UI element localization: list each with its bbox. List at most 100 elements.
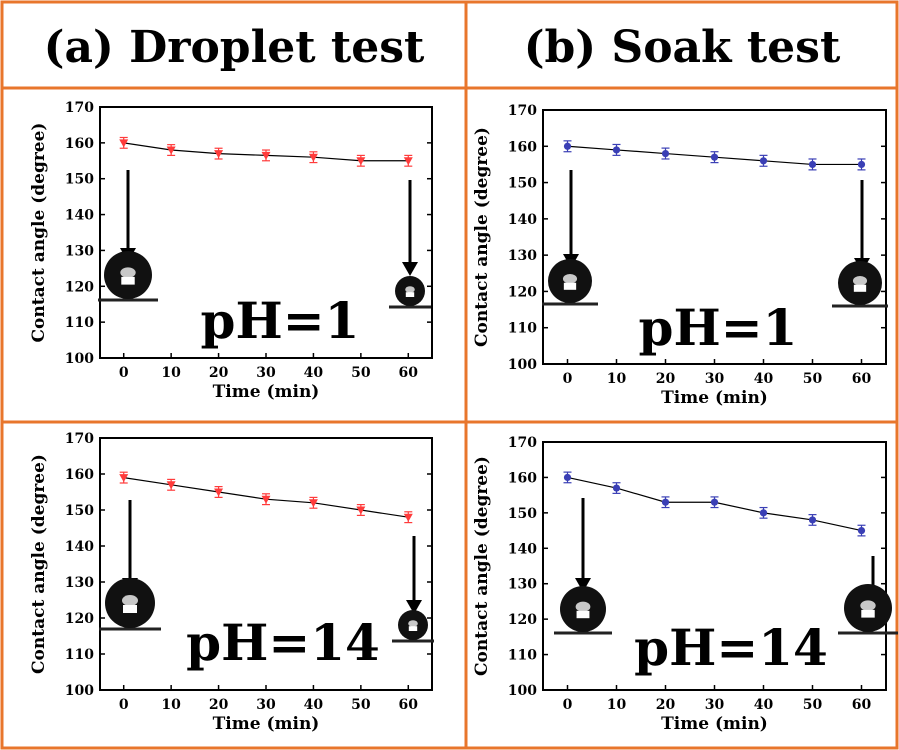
droplet-highlight: [408, 620, 418, 627]
y-tick-label: 150: [508, 176, 537, 192]
y-tick-label: 120: [508, 612, 537, 628]
droplet-reflection: [408, 626, 418, 631]
y-tick-label: 150: [65, 503, 94, 519]
y-tick-label: 160: [65, 467, 94, 483]
y-tick-label: 170: [508, 435, 537, 451]
y-tick-label: 170: [508, 103, 537, 119]
data-point: [119, 139, 129, 148]
data-point: [612, 146, 621, 154]
y-tick-label: 100: [508, 357, 537, 373]
y-tick-label: 140: [508, 212, 537, 228]
data-point: [119, 474, 129, 483]
x-tick-label: 10: [607, 697, 627, 713]
x-tick-label: 0: [563, 371, 573, 387]
y-tick-label: 110: [65, 647, 94, 663]
x-tick-label: 30: [256, 365, 276, 381]
ph-annotation: pH=14: [186, 613, 380, 672]
y-tick-label: 170: [65, 100, 94, 116]
y-tick-label: 140: [65, 208, 94, 224]
data-point: [612, 484, 621, 492]
x-tick-label: 60: [399, 365, 419, 381]
y-axis-label: Contact angle (degree): [472, 127, 492, 347]
data-point: [261, 495, 271, 504]
data-point: [214, 488, 224, 497]
x-tick-label: 10: [607, 371, 627, 387]
x-tick-label: 0: [119, 697, 129, 713]
down-arrow-icon: [402, 262, 418, 276]
y-tick-label: 100: [508, 683, 537, 699]
y-tick-label: 170: [65, 431, 94, 447]
droplet-highlight: [562, 273, 578, 284]
data-point: [166, 146, 176, 155]
x-tick-label: 0: [119, 365, 129, 381]
y-tick-label: 160: [508, 470, 537, 486]
x-tick-label: 20: [209, 365, 229, 381]
chart-soak-ph1: 100 110 120 130 140 150 160 170 0 10 20 30 40 50 60 Tim…: [472, 103, 888, 408]
down-arrow-icon: [406, 600, 422, 614]
x-tick-label: 20: [209, 697, 229, 713]
y-tick-label: 140: [65, 539, 94, 555]
y-tick-label: 130: [65, 575, 94, 591]
data-point: [356, 157, 366, 166]
x-tick-label: 30: [256, 697, 276, 713]
droplet-reflection: [123, 605, 137, 613]
droplet-reflection: [121, 276, 135, 285]
data-point: [261, 151, 271, 160]
y-tick-label: 130: [508, 248, 537, 264]
data-point: [710, 153, 719, 161]
x-axis-label: Time (min): [661, 714, 768, 734]
x-tick-label: 10: [161, 697, 181, 713]
y-axis-label: Contact angle (degree): [472, 456, 492, 676]
data-point: [166, 481, 176, 490]
y-tick-label: 120: [65, 611, 94, 627]
chart-droplet-ph14: 100 110 120 130 140 150 160 170 0 10 20 30 40 50 60 Tim…: [29, 431, 434, 734]
data-point: [214, 150, 224, 159]
data-point: [661, 498, 670, 506]
droplet-highlight: [122, 595, 138, 606]
x-axis-label: Time (min): [213, 382, 320, 402]
y-tick-label: 130: [508, 577, 537, 593]
x-tick-label: 20: [656, 697, 676, 713]
ph-annotation: pH=1: [201, 291, 360, 350]
ph-annotation: pH=1: [639, 298, 798, 357]
data-point: [356, 506, 366, 515]
x-tick-label: 50: [351, 365, 371, 381]
chart-droplet-ph1: 100 110 120 130 140 150 160 170 0 10 20 30 40 50 60 Tim…: [29, 100, 433, 402]
x-tick-label: 20: [656, 371, 676, 387]
y-tick-label: 110: [65, 315, 94, 331]
x-tick-label: 0: [563, 697, 573, 713]
x-tick-label: 50: [351, 697, 371, 713]
y-tick-label: 120: [65, 279, 94, 295]
x-tick-label: 40: [304, 697, 324, 713]
data-point: [403, 157, 413, 166]
data-point: [563, 142, 572, 150]
droplet-highlight: [852, 275, 868, 286]
data-point: [759, 509, 768, 517]
data-point: [308, 499, 318, 508]
droplet-highlight: [575, 601, 591, 612]
header-soak-test: (b) Soak test: [524, 22, 841, 73]
y-tick-label: 150: [508, 506, 537, 522]
y-tick-label: 120: [508, 284, 537, 300]
y-axis-label: Contact angle (degree): [29, 123, 49, 343]
header-droplet-test: (a) Droplet test: [44, 22, 425, 73]
y-tick-label: 100: [65, 351, 94, 367]
data-point: [563, 473, 572, 482]
y-tick-label: 150: [65, 172, 94, 188]
droplet-reflection: [405, 292, 415, 297]
ph-annotation: pH=14: [634, 618, 828, 677]
y-tick-label: 160: [65, 136, 94, 152]
droplet-highlight: [860, 600, 876, 611]
x-tick-label: 30: [705, 371, 725, 387]
x-tick-label: 60: [852, 371, 872, 387]
droplet-highlight: [120, 267, 136, 278]
chart-soak-ph14: 100 110 120 130 140 150 160 170 0 10 20 30 40 50 60 Tim…: [472, 435, 898, 734]
data-point: [857, 160, 866, 169]
y-tick-label: 110: [508, 648, 537, 664]
data-point: [759, 157, 768, 165]
droplet-reflection: [563, 282, 577, 290]
x-tick-label: 40: [754, 371, 774, 387]
